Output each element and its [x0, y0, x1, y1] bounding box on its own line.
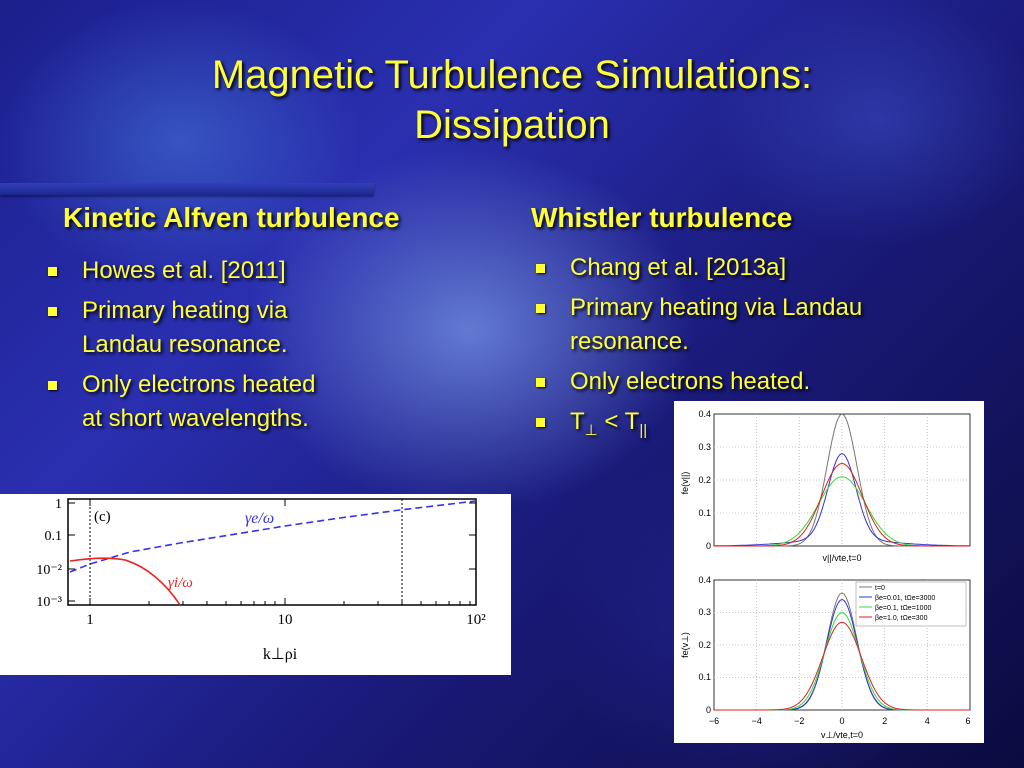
left-column-heading: Kinetic Alfven turbulence — [63, 202, 400, 233]
plot-frame — [67, 498, 477, 606]
curve-beta-1-0 — [714, 621, 970, 711]
x-tick-label: 4 — [925, 716, 930, 726]
right-column-heading: Whistler turbulence — [531, 202, 793, 233]
top-plot: 0.4 0.3 0.2 0.1 0 fe(v||) v||/vte,t=0 — [680, 409, 971, 563]
x-tick-label: −2 — [794, 716, 804, 726]
x-axis-label: k⊥ρi — [263, 646, 298, 663]
bullet-square-icon — [536, 418, 545, 427]
list-item: Only electrons heated at short wavelength… — [44, 368, 404, 436]
x-tick-label: −6 — [709, 716, 719, 726]
legend-item-label: t=0 — [875, 585, 885, 592]
distribution-function-figure: 0.4 0.3 0.2 0.1 0 fe(v||) v||/vte,t=0 0.… — [674, 401, 984, 743]
legend-item-label: βe=0.01, tΩe=3000 — [875, 595, 935, 602]
title-line-1: Magnetic Turbulence Simulations: — [211, 53, 813, 97]
x-tick-label: −4 — [752, 716, 762, 726]
ion-curve-label: γi/ω — [168, 575, 193, 591]
y-tick-label: 10⁻³ — [36, 595, 62, 610]
y-tick-label: 10⁻² — [36, 563, 62, 578]
x-tick-label: 2 — [882, 716, 887, 726]
y-tick-label: 0.2 — [698, 640, 711, 650]
list-item: Howes et al. [2011] — [44, 254, 404, 288]
right-bullet-list: Chang et al. [2013a] Primary heating via… — [532, 251, 952, 454]
bullet-square-icon — [48, 307, 57, 316]
list-item: Primary heating via Landau resonance. — [532, 291, 952, 359]
x-tick-label: 0 — [839, 716, 844, 726]
electron-damping-curve — [69, 500, 477, 573]
x-axis-label: v||/vte,t=0 — [823, 553, 862, 563]
y-tick-label: 1 — [55, 497, 62, 512]
x-axis-label: v⊥/vte,t=0 — [821, 730, 863, 740]
y-axis-label: fe(v⊥) — [680, 632, 690, 658]
electron-curve-label: γe/ω — [245, 510, 274, 527]
list-item: Chang et al. [2013a] — [532, 251, 952, 285]
list-item: Primary heating via Landau resonance. — [44, 294, 404, 362]
bottom-plot: 0.4 0.3 0.2 0.1 0 −6 −4 −2 0 2 4 6 fe(v⊥… — [680, 575, 971, 740]
list-item: Only electrons heated. — [532, 365, 952, 399]
y-tick-label: 0.1 — [698, 672, 711, 682]
bullet-square-icon — [536, 264, 545, 273]
curve-beta-0-01 — [714, 453, 970, 547]
x-tick-label: 6 — [965, 716, 970, 726]
damping-rate-figure: (c) γe/ω γi/ω 1 0.1 10⁻² 10⁻³ 1 10 10² k… — [0, 494, 511, 675]
y-tick-label: 0.4 — [698, 575, 711, 585]
y-tick-label: 0.3 — [698, 442, 711, 452]
y-axis-label: fe(v||) — [680, 472, 690, 495]
legend-item-label: βe=1.0, tΩe=300 — [875, 615, 928, 622]
ion-damping-curve — [69, 557, 181, 606]
legend-item-label: βe=0.1, tΩe=1000 — [875, 605, 931, 612]
bullet-square-icon — [48, 267, 57, 276]
title-line-2: Dissipation — [414, 103, 610, 147]
bullet-square-icon — [536, 378, 545, 387]
x-tick-label: 10 — [278, 612, 293, 628]
y-tick-label: 0.4 — [698, 409, 711, 419]
list-item: T⊥ < T|| — [532, 405, 952, 448]
y-tick-label: 0.1 — [45, 529, 63, 544]
x-tick-label: 1 — [86, 612, 94, 628]
y-tick-label: 0.1 — [698, 508, 711, 518]
y-tick-label: 0 — [706, 541, 711, 551]
legend: t=0 βe=0.01, tΩe=3000 βe=0.1, tΩe=1000 β… — [855, 581, 967, 627]
panel-label: (c) — [94, 509, 111, 525]
curve-beta-1-0 — [714, 462, 970, 547]
x-tick-label: 10² — [466, 612, 486, 628]
left-bullet-list: Howes et al. [2011] Primary heating via L… — [44, 254, 404, 442]
y-tick-label: 0.2 — [698, 475, 711, 485]
y-tick-label: 0.3 — [698, 607, 711, 617]
slide-title: Magnetic Turbulence Simulations: Dissipa… — [100, 50, 924, 150]
bullet-square-icon — [536, 304, 545, 313]
bullet-square-icon — [48, 381, 57, 390]
title-divider — [0, 183, 374, 195]
y-tick-label: 0 — [706, 705, 711, 715]
